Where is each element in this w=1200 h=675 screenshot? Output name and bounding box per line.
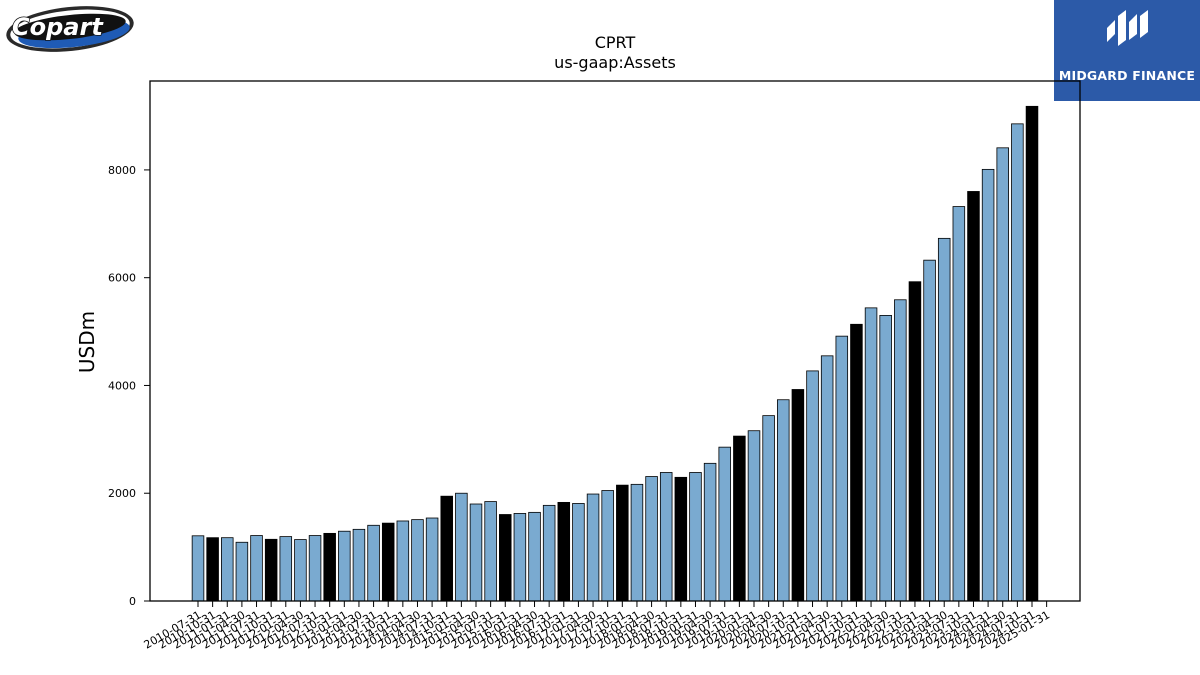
x-ticks-group: 2010-07-312010-10-312011-01-312011-04-30… [142,601,1052,652]
bar-2015-07-31 [484,501,497,602]
bar-2020-04-30 [762,415,775,602]
copart-logo: Copart [4,4,136,58]
plot-frame [149,80,1081,602]
midgard-finance-name: MIDGARD FINANCE [1058,68,1196,83]
bar-2021-01-31 [806,370,819,602]
y-tick-label: 4000 [108,379,136,392]
bar-2016-04-30 [528,511,541,602]
bar-2010-10-31 [206,537,219,602]
bars-group [191,105,1039,602]
bar-2013-10-31 [381,522,395,602]
bar-2019-04-30 [703,462,717,602]
bar-2021-07-31 [835,335,849,602]
bar-2011-01-31 [221,537,234,602]
bar-2015-04-30 [469,503,483,602]
chart-title: CPRT [595,33,636,52]
bar-2013-07-31 [367,524,380,602]
bar-2017-04-30 [586,493,600,602]
bar-2020-10-31 [791,389,805,602]
bar-2011-10-31 [264,538,278,602]
bar-2018-07-31 [659,472,673,602]
y-tick-label: 8000 [108,164,136,177]
bar-2014-07-31 [425,517,439,602]
y-ticks-group: 0 2000 4000 6000 8000 [108,164,150,608]
bar-2024-04-30 [996,147,1009,602]
bar-2015-10-31 [499,514,512,602]
bar-2024-07-31 [1011,123,1024,602]
bar-2018-04-30 [645,476,658,602]
bar-2018-10-31 [674,476,688,602]
bar-2022-07-31 [894,299,907,602]
bar-2020-07-31 [777,399,790,602]
bar-2012-07-31 [308,535,322,602]
midgard-emblem-icon [1107,10,1148,46]
bar-2024-01-31 [981,168,995,602]
bar-2022-04-30 [879,315,892,602]
y-axis-label: USDm [75,311,99,373]
bar-2013-04-30 [352,528,366,602]
bar-2011-07-31 [250,535,263,602]
bar-2010-07-31 [191,535,205,602]
bar-2023-10-31 [967,191,980,602]
bar-2019-01-31 [689,472,702,602]
bar-2014-01-31 [396,520,410,602]
bar-2016-01-31 [513,513,527,602]
bar-2015-01-31 [455,492,468,602]
y-tick-label: 2000 [108,487,136,500]
bar-2022-01-31 [864,307,878,602]
bar-2022-10-31 [908,281,922,602]
bar-2021-10-31 [850,323,863,602]
bar-2013-01-31 [338,530,351,602]
bar-2012-10-31 [323,532,336,602]
svg-text:Copart: Copart [12,13,104,41]
bar-2017-01-31 [572,503,585,602]
bar-2017-10-31 [616,484,629,602]
midgard-finance-logo: MIDGARD FINANCE [1054,0,1200,101]
bar-2019-10-31 [733,435,746,602]
chart-subtitle: us-gaap:Assets [554,53,676,72]
bar-2018-01-31 [630,483,644,602]
bar-2016-10-31 [557,501,571,602]
bar-2014-10-31 [440,495,453,602]
y-tick-label: 6000 [108,272,136,285]
bar-2024-10-31 [1025,105,1039,602]
bar-2019-07-31 [718,446,731,602]
bar-2017-07-31 [601,490,614,602]
bar-2016-07-31 [542,504,556,602]
bar-2014-04-30 [411,519,424,602]
bar-2021-04-30 [820,355,834,602]
bar-2011-04-30 [235,541,249,602]
bar-2020-01-31 [747,430,761,602]
bar-2023-04-30 [937,237,951,602]
bar-2012-01-31 [279,536,293,602]
bar-2012-04-30 [294,539,307,602]
y-tick-label: 0 [129,595,136,608]
bar-2023-01-31 [923,259,936,602]
bar-2023-07-31 [952,206,966,602]
